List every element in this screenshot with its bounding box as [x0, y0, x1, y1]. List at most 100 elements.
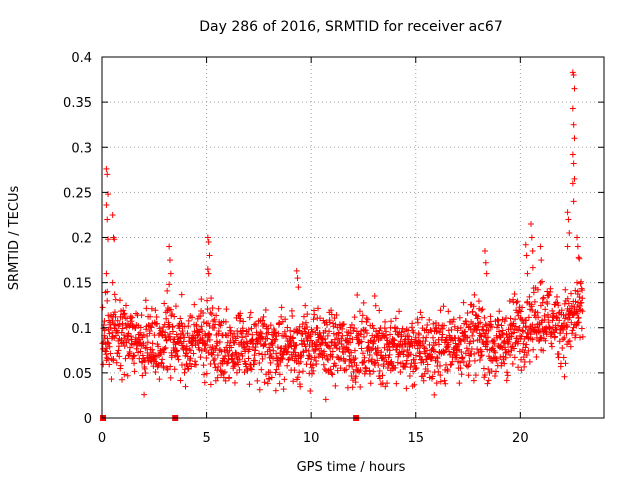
data-point	[126, 350, 133, 357]
data-point	[377, 375, 384, 382]
data-point	[275, 330, 282, 337]
data-point	[131, 360, 138, 367]
data-point	[575, 254, 582, 261]
data-point	[322, 336, 329, 343]
data-point	[262, 351, 269, 358]
data-point	[312, 347, 319, 354]
data-point	[578, 278, 585, 285]
data-point	[291, 345, 298, 352]
data-point	[120, 311, 127, 318]
data-point	[119, 325, 126, 332]
data-point	[540, 294, 547, 301]
data-point	[411, 381, 418, 388]
data-point	[366, 352, 373, 359]
data-point	[567, 343, 574, 350]
data-point	[514, 298, 521, 305]
data-point	[450, 316, 457, 323]
y-axis-label: SRMTID / TECUs	[7, 186, 22, 291]
data-point	[523, 317, 530, 324]
data-point	[358, 338, 365, 345]
data-point	[245, 355, 252, 362]
data-point	[385, 354, 392, 361]
data-point	[150, 349, 157, 356]
data-point	[331, 315, 338, 322]
data-point	[269, 342, 276, 349]
data-point	[191, 301, 198, 308]
data-point	[392, 315, 399, 322]
data-point	[526, 293, 533, 300]
data-point	[302, 343, 309, 350]
data-point	[534, 286, 541, 293]
data-point	[400, 351, 407, 358]
data-point	[104, 339, 111, 346]
data-point	[371, 338, 377, 345]
data-point	[248, 325, 255, 332]
data-point	[414, 316, 421, 323]
y-tick-label: 0.15	[63, 277, 92, 292]
data-point	[437, 307, 444, 314]
data-point	[214, 352, 221, 359]
data-point	[272, 387, 279, 394]
data-point	[159, 356, 166, 363]
data-point	[564, 243, 571, 250]
data-point	[470, 377, 477, 384]
data-point	[103, 270, 110, 277]
data-point	[203, 370, 210, 377]
data-point	[529, 264, 536, 271]
data-point	[133, 345, 140, 352]
data-point	[366, 367, 373, 374]
data-point	[522, 324, 529, 331]
data-point	[200, 319, 207, 326]
data-point	[499, 344, 506, 351]
data-point	[417, 309, 424, 316]
data-point	[501, 360, 508, 367]
data-point	[100, 361, 107, 368]
data-point	[264, 380, 271, 387]
data-point	[359, 350, 366, 357]
data-point	[477, 319, 484, 326]
data-point	[357, 384, 364, 391]
data-point	[474, 324, 481, 331]
data-point	[171, 336, 178, 343]
data-point	[363, 330, 370, 337]
data-point	[436, 341, 443, 348]
data-point	[109, 211, 116, 218]
data-point	[109, 317, 116, 324]
data-point	[197, 313, 204, 320]
data-point	[568, 302, 575, 309]
data-point	[471, 350, 478, 357]
data-point	[148, 305, 155, 312]
data-point	[501, 337, 508, 344]
data-point	[333, 312, 340, 319]
data-point	[493, 355, 500, 362]
data-point	[224, 359, 231, 366]
data-point	[203, 354, 210, 361]
data-point	[193, 361, 200, 368]
data-point	[302, 302, 309, 309]
data-point	[309, 328, 316, 335]
data-point	[444, 368, 451, 375]
data-point	[448, 326, 455, 333]
data-point	[474, 346, 481, 353]
data-point	[270, 355, 277, 362]
data-point	[563, 330, 570, 337]
data-point	[232, 349, 239, 356]
data-point	[420, 359, 427, 366]
data-point	[104, 171, 111, 178]
data-point	[504, 369, 511, 376]
data-point	[542, 337, 549, 344]
data-point	[222, 318, 229, 325]
data-point	[276, 371, 283, 378]
data-point	[287, 327, 294, 334]
data-point	[222, 377, 229, 384]
data-point	[204, 305, 211, 312]
data-point	[173, 347, 180, 354]
data-point	[502, 354, 509, 361]
data-point	[553, 314, 560, 321]
data-point	[177, 377, 184, 384]
data-point	[370, 325, 377, 332]
data-point	[244, 367, 251, 374]
data-point	[348, 321, 355, 328]
data-point	[280, 351, 287, 358]
data-point	[366, 370, 373, 377]
